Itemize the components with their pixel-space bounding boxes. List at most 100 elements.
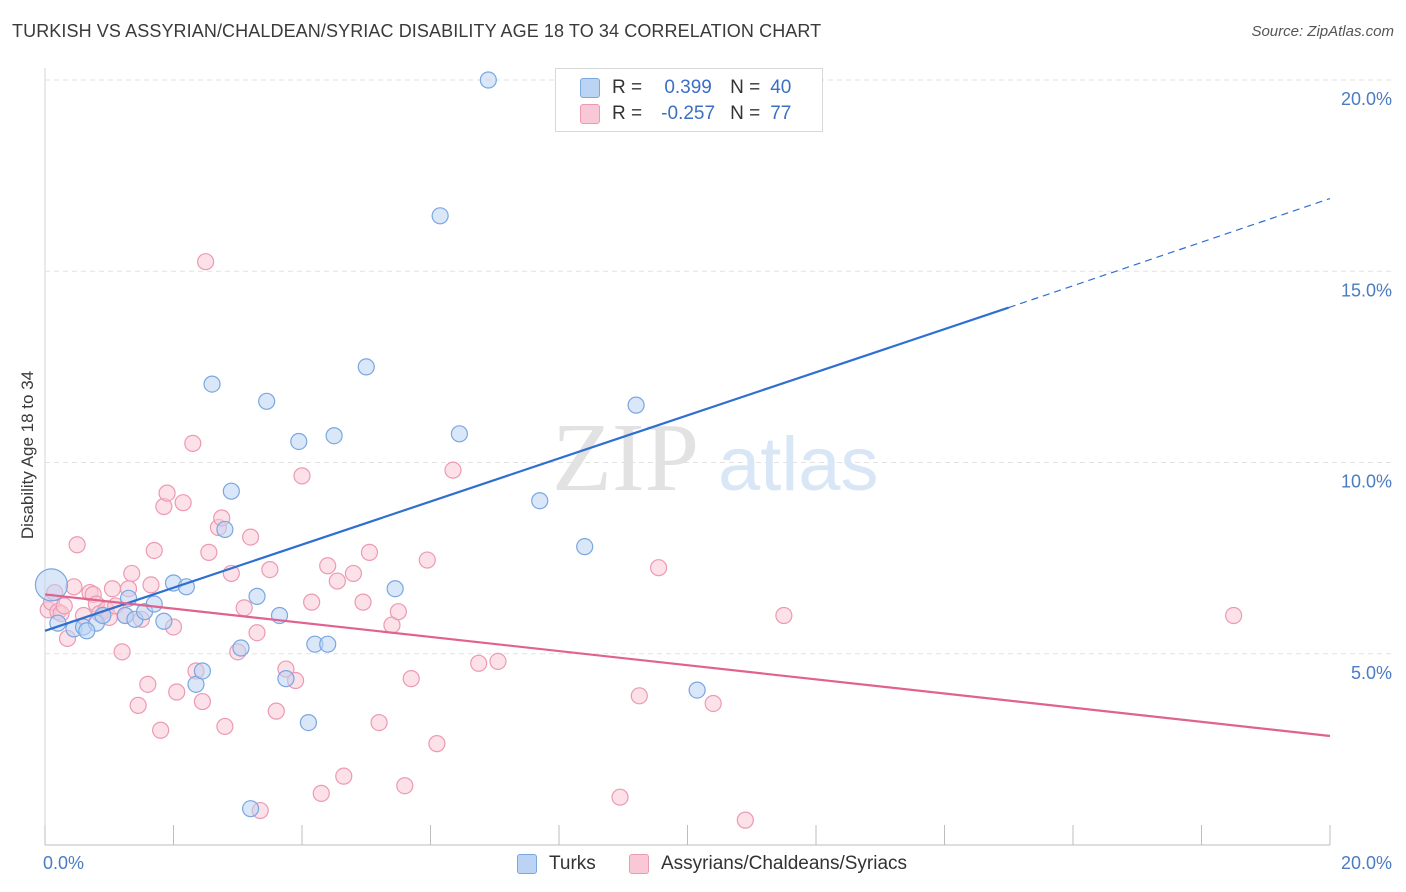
assyrians-point bbox=[152, 721, 170, 739]
assyrians-point bbox=[129, 696, 147, 714]
assyrians-point bbox=[611, 788, 629, 806]
turks-point bbox=[450, 425, 469, 443]
y-tick-label: 5.0% bbox=[1351, 663, 1392, 683]
y-axis-label: Disability Age 18 to 34 bbox=[18, 371, 37, 539]
assyrians-point bbox=[335, 767, 353, 785]
turks-n-value: 40 bbox=[770, 77, 792, 98]
assyrians-point bbox=[775, 606, 793, 625]
assyrians-point bbox=[319, 557, 337, 575]
assyrians-point bbox=[248, 624, 266, 642]
assyrians-point bbox=[1225, 606, 1243, 625]
assyrians-point bbox=[123, 564, 141, 583]
assyrians-swatch bbox=[580, 104, 600, 124]
turks-point bbox=[145, 595, 163, 613]
trend-lines bbox=[44, 198, 1331, 738]
turks-point bbox=[576, 538, 594, 556]
watermark-zip: ZIP bbox=[552, 404, 699, 512]
legend-row-turks: R = 0.399 N = 40 bbox=[580, 75, 791, 101]
assyrians-r-label: R = bbox=[612, 103, 643, 124]
chart-title: TURKISH VS ASSYRIAN/CHALDEAN/SYRIAC DISA… bbox=[12, 21, 822, 41]
assyrians-n-label: N = bbox=[730, 103, 761, 124]
assyrians-point bbox=[704, 694, 722, 713]
assyrians-point bbox=[489, 652, 507, 671]
assyrians-r-value: -0.257 bbox=[661, 103, 716, 124]
turks-r-label: R = bbox=[612, 77, 643, 98]
turks-point bbox=[688, 681, 706, 699]
bottom-legend-assyrians: Assyrians/Chaldeans/Syriacs bbox=[629, 852, 907, 876]
assyrians-point bbox=[444, 461, 462, 479]
assyrians-point bbox=[370, 713, 388, 732]
assyrians-point bbox=[293, 467, 311, 485]
assyrians-point bbox=[242, 528, 260, 546]
turks-point bbox=[193, 662, 212, 680]
assyrians-point bbox=[402, 670, 420, 688]
turks-trend-line bbox=[44, 306, 1010, 632]
turks-point bbox=[479, 71, 497, 89]
assyrians-point bbox=[68, 536, 86, 554]
assyrians-trend-line bbox=[44, 593, 1331, 738]
assyrians-point bbox=[267, 702, 285, 720]
assyrians-point bbox=[360, 543, 379, 561]
y-tick-label: 15.0% bbox=[1341, 280, 1392, 300]
y-tick-label: 10.0% bbox=[1341, 472, 1392, 492]
assyrians-point bbox=[470, 654, 488, 672]
legend-row-assyrians: R = -0.257 N = 77 bbox=[580, 101, 791, 127]
x-tick-label-end: 20.0% bbox=[1341, 853, 1392, 873]
assyrians-point bbox=[630, 687, 648, 705]
assyrians-point bbox=[174, 494, 192, 512]
assyrians-point bbox=[184, 434, 202, 452]
turks-point bbox=[531, 492, 549, 510]
assyrians-point bbox=[312, 784, 330, 802]
assyrians-n-value: 77 bbox=[770, 103, 792, 124]
turks-point bbox=[78, 622, 96, 640]
assyrians-point bbox=[261, 560, 279, 579]
turks-point bbox=[319, 635, 337, 653]
axes bbox=[44, 68, 1331, 846]
assyrians-point bbox=[200, 543, 218, 561]
turks-point bbox=[216, 520, 234, 539]
grid-lines bbox=[45, 79, 1392, 655]
legend: R = 0.399 N = 40 R = -0.257 N = 77 bbox=[555, 68, 823, 132]
bottom-assyrians-swatch bbox=[629, 854, 649, 874]
assyrians-point bbox=[418, 551, 436, 569]
assyrians-point bbox=[216, 717, 234, 736]
assyrians-point bbox=[354, 593, 372, 611]
bottom-turks-label: Turks bbox=[549, 853, 596, 874]
assyrians-point bbox=[389, 603, 407, 621]
x-tick-label-start: 0.0% bbox=[43, 853, 84, 873]
assyrians-point bbox=[142, 576, 160, 594]
assyrians-points bbox=[39, 253, 1243, 829]
source-label: Source: ZipAtlas.com bbox=[1251, 23, 1394, 40]
assyrians-point bbox=[396, 777, 414, 795]
assyrians-point bbox=[55, 597, 73, 615]
assyrians-point bbox=[197, 253, 215, 271]
assyrians-point bbox=[145, 541, 163, 560]
bottom-turks-swatch bbox=[517, 854, 537, 874]
turks-point bbox=[242, 800, 260, 818]
assyrians-point bbox=[428, 735, 446, 753]
turks-point bbox=[431, 207, 449, 225]
assyrians-point bbox=[65, 578, 83, 596]
bottom-assyrians-label: Assyrians/Chaldeans/Syriacs bbox=[661, 853, 908, 874]
assyrians-point bbox=[235, 599, 253, 617]
turks-point bbox=[155, 612, 173, 630]
assyrians-point bbox=[344, 564, 362, 583]
assyrians-point bbox=[103, 580, 122, 598]
turks-trend-extension bbox=[1008, 198, 1331, 309]
assyrians-point bbox=[736, 811, 754, 829]
turks-point bbox=[325, 427, 343, 445]
assyrians-point bbox=[113, 643, 131, 661]
y-tick-label: 20.0% bbox=[1341, 89, 1392, 109]
assyrians-point bbox=[139, 675, 157, 693]
turks-point bbox=[34, 568, 69, 602]
turks-point bbox=[94, 606, 112, 625]
assyrians-point bbox=[168, 683, 186, 701]
watermark-atlas: atlas bbox=[718, 422, 879, 507]
turks-swatch bbox=[580, 78, 600, 98]
assyrians-point bbox=[328, 572, 346, 590]
turks-point bbox=[203, 375, 221, 393]
turks-point bbox=[232, 639, 250, 657]
turks-r-value: 0.399 bbox=[664, 77, 712, 98]
bottom-legend-turks: Turks bbox=[517, 852, 596, 876]
